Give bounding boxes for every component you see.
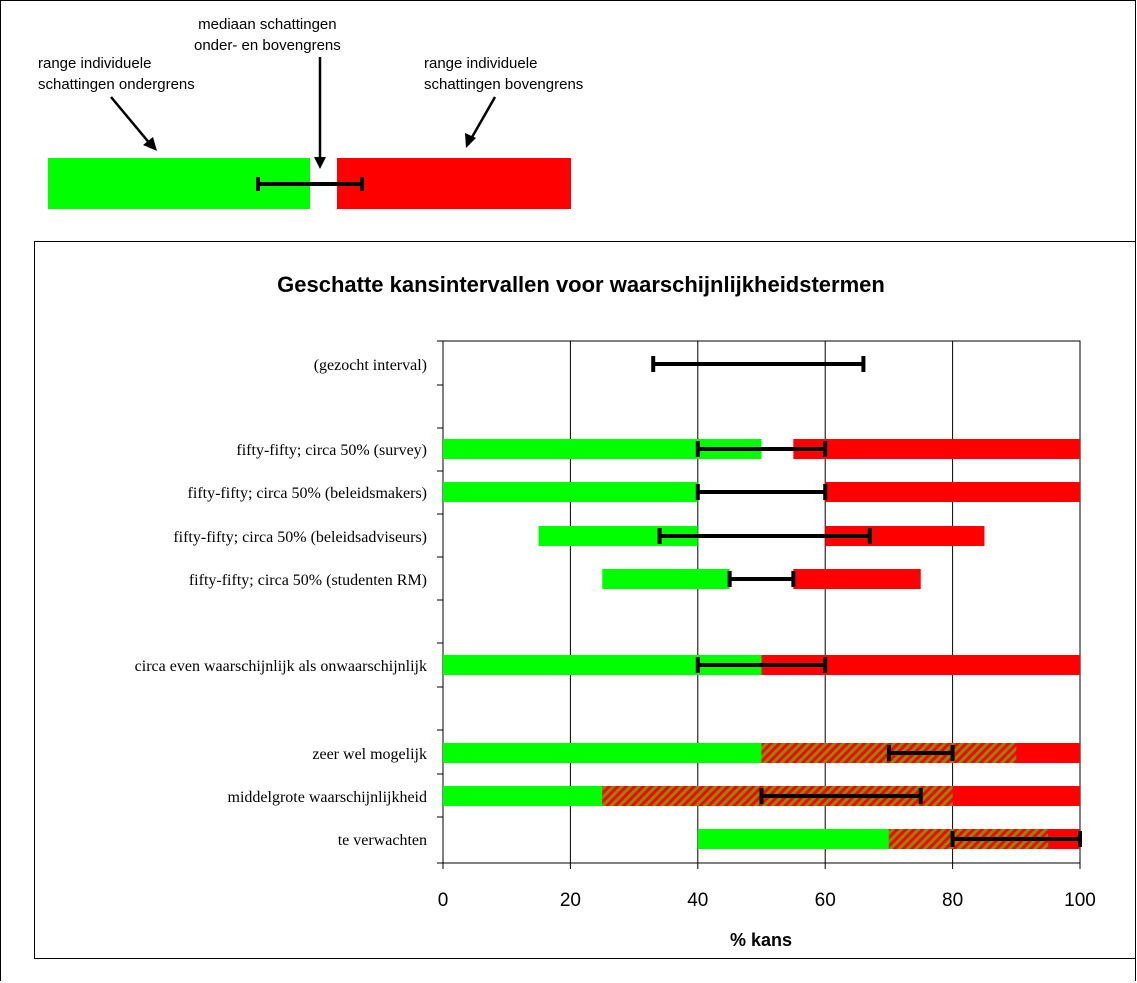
chart-title: Geschatte kansintervallen voor waarschij… xyxy=(277,272,885,297)
legend-swatch-upper xyxy=(337,158,571,209)
x-axis-label: % kans xyxy=(730,930,792,950)
legend-label-upper-range: range individuele schattingen bovengrens xyxy=(424,55,584,93)
bar-lower-range xyxy=(443,439,762,459)
legend-arrow-lower-head xyxy=(143,137,157,151)
legend-arrow-upper xyxy=(469,96,497,140)
category-label: middelgrote waarschijnlijkheid xyxy=(228,789,428,806)
legend-arrow-median-head xyxy=(314,157,326,169)
chart-box xyxy=(34,241,1136,959)
x-tick-label: 100 xyxy=(1064,890,1096,911)
legend-graphic xyxy=(48,57,571,209)
category-label: te verwachten xyxy=(338,832,427,849)
category-label: (gezocht interval) xyxy=(314,357,427,374)
legend-label-median: mediaan schattingen onder- en bovengrens xyxy=(194,16,341,54)
bar-upper-range xyxy=(825,526,985,546)
x-tick-label: 40 xyxy=(687,890,708,911)
category-label: zeer wel mogelijk xyxy=(312,746,427,763)
x-tick-label: 80 xyxy=(942,890,963,911)
x-tick-label: 0 xyxy=(438,890,449,911)
plot-area xyxy=(442,340,1081,864)
x-tick-label: 60 xyxy=(815,890,836,911)
bar-upper-range xyxy=(793,569,921,589)
bar-upper-range xyxy=(761,655,1080,675)
category-label: fifty-fifty; circa 50% (survey) xyxy=(236,442,427,459)
legend-label-lower-range: range individuele schattingen ondergrens xyxy=(38,55,195,93)
category-label: fifty-fifty; circa 50% (studenten RM) xyxy=(189,572,427,589)
bar-upper-range xyxy=(825,482,1080,502)
x-tick-label: 20 xyxy=(560,890,581,911)
bar-lower-range xyxy=(443,655,762,675)
category-label: fifty-fifty; circa 50% (beleidsmakers) xyxy=(188,485,427,502)
bar-upper-range xyxy=(793,439,1080,459)
category-label: circa even waarschijnlijk als onwaarschi… xyxy=(135,658,427,675)
legend-arrow-upper-head xyxy=(465,133,476,148)
bar-lower-range xyxy=(602,569,730,589)
legend-arrow-lower xyxy=(110,96,152,146)
bar-lower-range xyxy=(443,482,698,502)
category-label: fifty-fifty; circa 50% (beleidsadviseurs… xyxy=(173,529,427,546)
